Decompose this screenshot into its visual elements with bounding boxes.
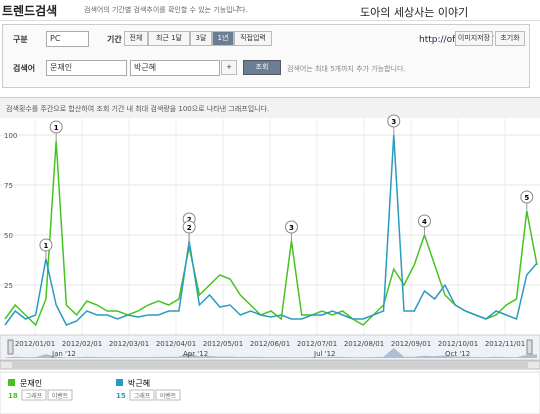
period-label: 기간 xyxy=(107,35,122,44)
flag-label: 2 xyxy=(187,216,192,224)
y-tick-label: 50 xyxy=(4,232,13,240)
navigator-label: Jan '12 xyxy=(51,350,76,358)
y-tick-label: 25 xyxy=(4,282,13,290)
type-select[interactable]: PC xyxy=(46,31,89,47)
x-tick-label: 2012/03/01 xyxy=(109,340,149,348)
x-tick-label: 2012/02/01 xyxy=(62,340,102,348)
x-tick-label: 2012/10/01 xyxy=(438,340,478,348)
x-tick-label: 2012/06/01 xyxy=(250,340,290,348)
flag xyxy=(520,190,534,204)
title: 트렌드검색 xyxy=(2,4,58,18)
legend-button-label: 그래프 xyxy=(26,392,43,400)
x-tick-label: 2012/08/01 xyxy=(344,340,384,348)
legend-button[interactable] xyxy=(47,389,73,401)
handle[interactable] xyxy=(7,339,14,355)
chart-note: 검색횟수를 주간으로 합산하여 조회 기간 내 최대 검색량을 100으로 나타… xyxy=(6,105,270,113)
x-tick-label: 2012/09/01 xyxy=(391,340,431,348)
period-button[interactable]: 직접입력 xyxy=(234,31,272,46)
period-button[interactable]: 최근 1달 xyxy=(148,31,190,46)
x-tick-label: 2012/07/01 xyxy=(297,340,337,348)
keyword-input[interactable]: 박근혜 xyxy=(130,60,220,76)
save-image-button[interactable]: 이미지저장 xyxy=(455,31,493,46)
x-tick-label: 2012/01/01 xyxy=(15,340,55,348)
flag xyxy=(182,220,196,234)
period-button[interactable]: 3달 xyxy=(190,31,212,46)
legend-button[interactable] xyxy=(129,389,155,401)
navigator-label: Apr '12 xyxy=(183,350,208,358)
y-tick-label: 100 xyxy=(4,132,17,140)
reset-button[interactable]: 초기화 xyxy=(495,31,525,46)
series-line xyxy=(4,140,538,327)
x-tick-label: 2012/04/01 xyxy=(156,340,196,348)
navigator-label: Jul '12 xyxy=(313,350,336,358)
series-line xyxy=(4,134,538,326)
flag-label: 2 xyxy=(187,224,192,232)
chart-note-bar: 검색횟수를 주간으로 합산하여 조회 기간 내 최대 검색량을 100으로 나타… xyxy=(0,97,540,118)
legend-button-label: 이벤트 xyxy=(160,392,177,400)
search-button[interactable]: 조회 xyxy=(243,60,281,75)
legend-button[interactable] xyxy=(155,389,181,401)
flag xyxy=(284,220,298,234)
keyword-label: 검색어 xyxy=(13,64,36,73)
watermark: 도아의 세상사는 이야기 xyxy=(360,6,469,19)
period-button[interactable]: 전체 xyxy=(124,31,148,46)
scroll-thumb[interactable] xyxy=(12,362,528,368)
flag-label: 1 xyxy=(54,124,59,132)
navigator-area xyxy=(5,348,537,358)
flag-label: 4 xyxy=(422,218,427,226)
flag xyxy=(49,120,63,134)
legend-swatch xyxy=(116,379,123,386)
flag-label: 3 xyxy=(391,118,396,126)
legend-label: 박근혜 xyxy=(128,378,150,388)
add-button[interactable]: + xyxy=(221,60,237,75)
type-value: PC xyxy=(50,34,61,43)
keyword-input[interactable]: 문재인 xyxy=(46,60,127,76)
flag xyxy=(417,214,431,228)
navigator xyxy=(0,334,540,361)
navigator-label: Oct '12 xyxy=(445,350,470,358)
header: 트렌드검색 검색어의 기간별 검색추이를 확인할 수 있는 기능입니다. ? 도… xyxy=(0,0,540,21)
legend-total: 18 xyxy=(8,392,18,400)
flag xyxy=(387,114,401,128)
legend-button[interactable] xyxy=(21,389,47,401)
flag xyxy=(39,238,53,252)
y-tick-label: 75 xyxy=(4,182,13,190)
type-label: 구분 xyxy=(13,35,28,44)
legend-button-label: 이벤트 xyxy=(52,392,69,400)
x-tick-label: 2012/05/01 xyxy=(203,340,243,348)
legend-button-label: 그래프 xyxy=(134,392,151,400)
x-tick-label: 2012/11/01 xyxy=(485,340,525,348)
flag-label: 1 xyxy=(43,242,48,250)
legend-swatch xyxy=(8,379,15,386)
legend-total: 15 xyxy=(116,392,126,400)
description: 검색어의 기간별 검색추이를 확인할 수 있는 기능입니다. xyxy=(84,6,248,14)
legend-label: 문재인 xyxy=(20,378,42,388)
period-button[interactable]: 1년 xyxy=(212,31,234,46)
legend-area xyxy=(0,371,540,414)
flag-label: 5 xyxy=(524,194,529,202)
hint: 검색어는 최대 5개까지 추가 가능합니다. xyxy=(287,65,406,73)
handle[interactable] xyxy=(526,339,533,355)
flag-label: 3 xyxy=(289,224,294,232)
help[interactable]: ? xyxy=(236,5,240,13)
